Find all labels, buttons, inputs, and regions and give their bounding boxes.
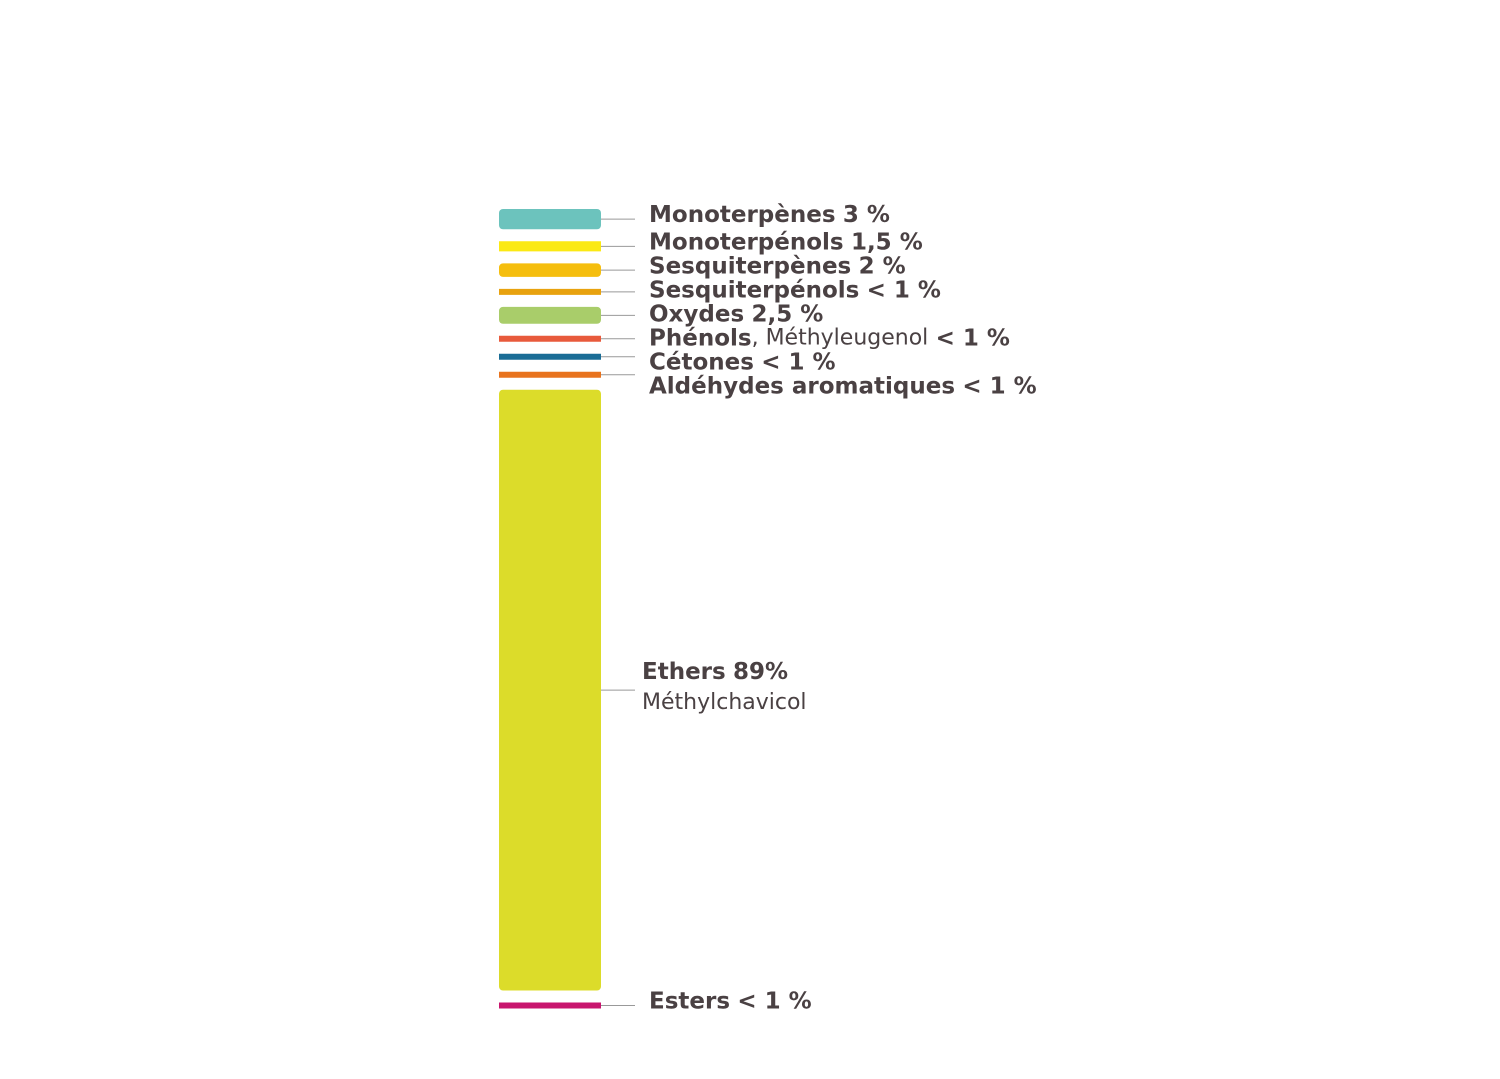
segment-label: Cétones < 1 % [649, 349, 836, 375]
segment-name: Phénols [649, 325, 752, 351]
value-label: < 1 % [936, 325, 1010, 351]
segment-label: Ethers 89% [642, 659, 788, 685]
segment [499, 288, 601, 295]
segment-label: Oxydes 2,5 % [649, 301, 823, 327]
segment-label: Esters < 1 % [649, 988, 812, 1014]
segment-name: Oxydes [649, 301, 744, 327]
value-label: < 1 % [962, 373, 1036, 399]
segment [499, 353, 601, 360]
segment-name: Monoterpénols [649, 229, 844, 255]
segment-label: Monoterpénols 1,5 % [649, 229, 923, 255]
segment [499, 209, 601, 230]
segment-label: Monoterpènes 3 % [649, 202, 890, 228]
value-label: < 1 % [737, 988, 811, 1014]
segment-name: Aldéhydes aromatiques [649, 373, 955, 399]
value-label: 1,5 % [851, 229, 923, 255]
value-label: 2,5 % [751, 301, 823, 327]
segment-name: Ethers [642, 659, 726, 685]
segment [499, 389, 601, 991]
segment [499, 241, 601, 252]
value-label: 3 % [843, 202, 890, 228]
value-label: < 1 % [867, 277, 941, 303]
value-label: 2 % [859, 253, 906, 279]
segment-name: Monoterpènes [649, 202, 836, 228]
segment-label: Sesquiterpènes 2 % [649, 253, 906, 279]
value-label: 89% [733, 659, 788, 685]
segment [499, 263, 601, 277]
segment [499, 1002, 601, 1009]
segment-name: Esters [649, 988, 730, 1014]
segment-name: Sesquiterpénols [649, 277, 859, 303]
segment-label: Aldéhydes aromatiques < 1 % [649, 373, 1037, 399]
segment [499, 306, 601, 324]
segment-note: , Méthyleugenol [752, 325, 929, 350]
segment [499, 371, 601, 378]
segment-label: Sesquiterpénols < 1 % [649, 277, 941, 303]
segment-name: Sesquiterpènes [649, 253, 851, 279]
value-label: < 1 % [761, 349, 835, 375]
segment-name: Cétones [649, 349, 754, 375]
segment-label: Phénols, Méthyleugenol < 1 % [649, 325, 1010, 351]
segment-note: Méthylchavicol [642, 690, 807, 715]
segment [499, 335, 601, 342]
